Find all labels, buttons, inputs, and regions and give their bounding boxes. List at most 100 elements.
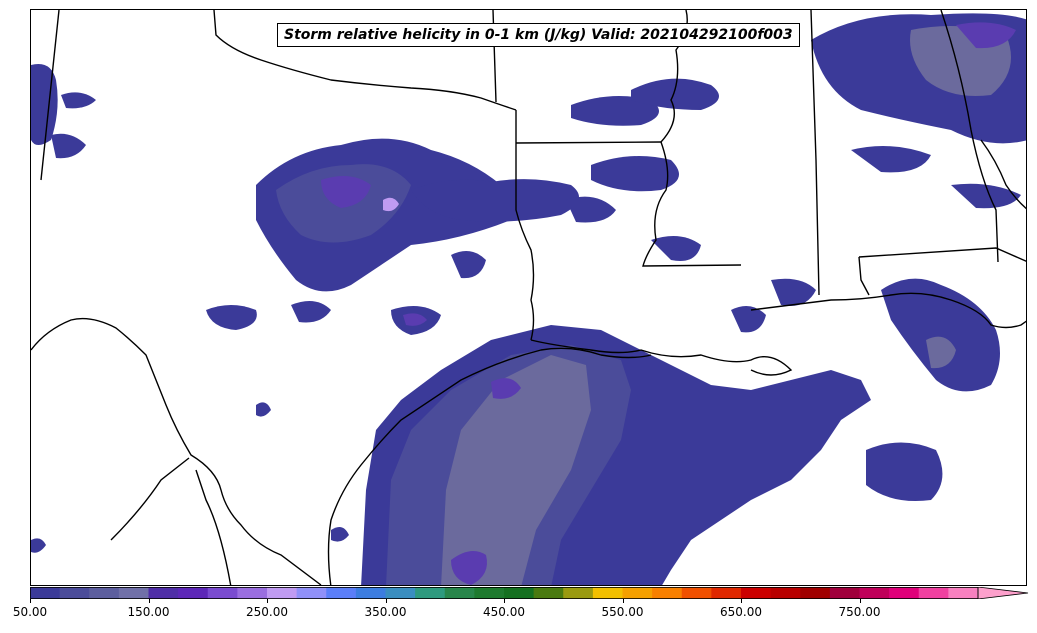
- contour-cell-cf: [651, 236, 701, 261]
- colorbar-swatch: [118, 587, 150, 599]
- contour-florida-core: [926, 336, 956, 369]
- colorbar-ticks: 50.00 150.00 250.00 350.00 450.00 550.00 650.0…: [0, 599, 1037, 629]
- colorbar-swatch: [711, 587, 742, 599]
- contour-band1: [411, 179, 579, 222]
- colorbar-swatch: [533, 587, 564, 599]
- colorbar-tick-label: 550.00: [601, 605, 644, 619]
- border-ga-sc: [980, 139, 1026, 210]
- border-fl-al-west: [858, 256, 870, 296]
- contour-ne3: [951, 183, 1021, 209]
- contour-ne-core: [956, 22, 1016, 49]
- contour-cell-ce: [731, 306, 766, 333]
- colorbar-swatch: [563, 587, 594, 599]
- colorbar-tick-mark: [859, 599, 861, 603]
- contour-nw2: [51, 133, 86, 159]
- border-ar-la: [515, 141, 662, 144]
- contour-cell-cb: [291, 301, 331, 323]
- colorbar-swatch: [385, 587, 416, 599]
- contour-gulf-spot2: [491, 378, 521, 399]
- colorbar-swatch: [89, 587, 120, 599]
- colorbar-swatch: [237, 587, 268, 599]
- colorbar-swatches: [30, 587, 979, 599]
- colorbar-tick-label: 450.00: [483, 605, 525, 619]
- colorbar-swatch: [178, 587, 209, 599]
- colorbar-swatch: [741, 587, 772, 599]
- triangle-right-icon: [977, 587, 1029, 599]
- colorbar-swatch: [415, 587, 446, 599]
- colorbar-swatch: [889, 587, 920, 599]
- colorbar-swatch: [918, 587, 949, 599]
- colorbar-swatch: [30, 587, 61, 599]
- contour-ntx-hot: [383, 197, 399, 212]
- contour-cell-cg: [771, 278, 816, 306]
- contour-band4: [566, 196, 616, 223]
- colorbar-tick-mark: [30, 599, 31, 603]
- colorbar-tick-mark: [267, 599, 268, 603]
- contour-gulf-core: [441, 355, 591, 585]
- colorbar-tick-label: 250.00: [246, 605, 288, 619]
- colorbar-tick-label: 650.00: [720, 605, 762, 619]
- contour-cell-ca: [206, 305, 257, 330]
- colorbar-outline: [30, 587, 979, 599]
- colorbar-swatch: [592, 587, 624, 599]
- colorbar-swatch: [326, 587, 357, 599]
- contour-nw: [31, 64, 58, 145]
- contour-ntx-core: [321, 176, 371, 208]
- colorbar-swatch: [474, 587, 505, 599]
- border-rio-grande: [31, 317, 322, 585]
- border-tx-ok-west: [40, 10, 60, 181]
- helicity-contours: [31, 13, 1026, 585]
- colorbar-tick-mark: [504, 599, 505, 603]
- contour-ne2: [851, 146, 931, 173]
- colorbar-tick-mark: [741, 599, 742, 603]
- colorbar-swatch: [504, 587, 535, 599]
- colorbar-swatch: [800, 587, 831, 599]
- coast-texas: [327, 347, 652, 585]
- border-ms-river-south: [642, 141, 742, 267]
- colorbar-swatch: [829, 587, 861, 599]
- colorbar-tick-mark: [148, 599, 150, 603]
- contour-band3: [571, 96, 659, 126]
- helicity-map: [31, 10, 1026, 585]
- colorbar-swatch: [296, 587, 327, 599]
- colorbar-swatch: [148, 587, 179, 599]
- colorbar-tick-mark: [622, 599, 624, 603]
- contour-florida-south: [866, 442, 943, 501]
- contour-cell-ci: [256, 402, 271, 417]
- map-title: Storm relative helicity in 0-1 km (J/kg)…: [277, 23, 800, 47]
- contour-band2: [591, 156, 679, 192]
- border-ms-al: [810, 10, 820, 296]
- colorbar-swatch: [770, 587, 801, 599]
- colorbar-tick-label: 150.00: [127, 605, 170, 619]
- map-panel: Storm relative helicity in 0-1 km (J/kg)…: [30, 9, 1027, 586]
- contour-cell-cc-core: [403, 313, 427, 326]
- colorbar-tick-label: 350.00: [364, 605, 407, 619]
- contour-cell-cj: [331, 526, 349, 542]
- border-tx-la: [515, 110, 535, 341]
- coast-gulf-east: [750, 292, 1026, 329]
- colorbar-swatch: [859, 587, 890, 599]
- colorbar-tick-label: 50.00: [12, 605, 48, 619]
- contour-sw: [31, 538, 46, 553]
- border-mexico-states: [110, 457, 232, 585]
- contour-florida: [881, 278, 1000, 392]
- border-fl-al: [858, 247, 1026, 262]
- colorbar-swatch: [652, 587, 683, 599]
- colorbar-swatch: [444, 587, 475, 599]
- colorbar-swatch: [681, 587, 712, 599]
- colorbar-tick-label: 750.00: [838, 605, 881, 619]
- colorbar-swatch: [207, 587, 238, 599]
- contour-cell-cd: [451, 251, 486, 279]
- border-al-ga: [940, 10, 999, 263]
- colorbar-tick-mark: [385, 599, 387, 603]
- colorbar-swatch: [622, 587, 653, 599]
- colorbar-swatch: [59, 587, 90, 599]
- colorbar: [30, 587, 1029, 599]
- colorbar-swatch: [267, 587, 298, 599]
- coast-louisiana: [530, 339, 793, 376]
- contour-gulf-spot: [451, 551, 487, 585]
- border-tx-ok: [213, 10, 517, 111]
- colorbar-swatch: [355, 587, 387, 599]
- contour-nw3: [61, 92, 96, 109]
- colorbar-swatch: [948, 587, 979, 599]
